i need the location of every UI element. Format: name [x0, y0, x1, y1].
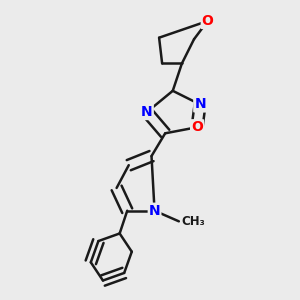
- Text: N: N: [141, 105, 153, 119]
- Text: N: N: [149, 204, 161, 218]
- Text: N: N: [194, 98, 206, 112]
- Text: CH₃: CH₃: [182, 215, 206, 228]
- Text: O: O: [191, 120, 203, 134]
- Text: O: O: [202, 14, 214, 28]
